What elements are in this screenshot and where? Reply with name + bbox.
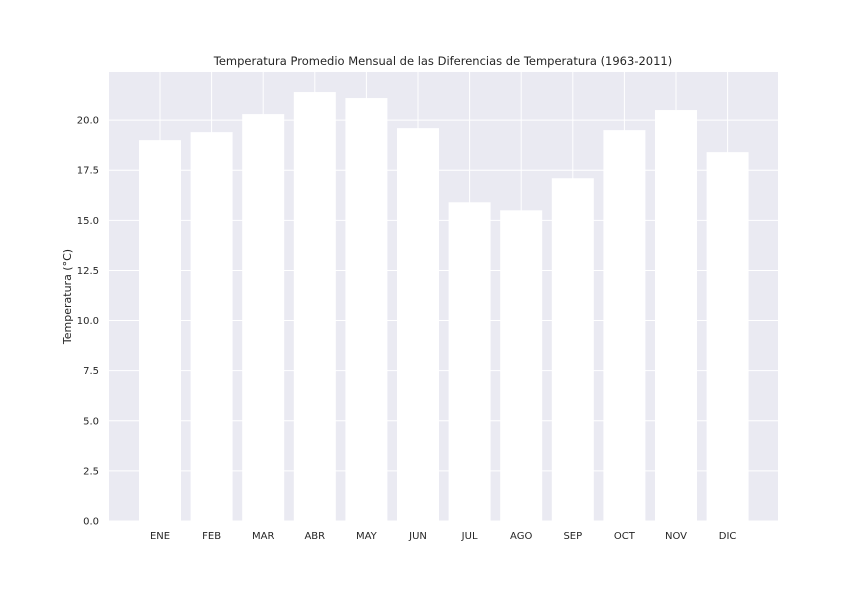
x-tick-label: DIC <box>719 531 737 542</box>
y-axis-label: Temperatura (°C) <box>61 249 74 345</box>
bar-ene <box>139 140 181 521</box>
y-tick-label: 15.0 <box>77 216 99 227</box>
bar-jul <box>448 202 491 522</box>
chart-title: Temperatura Promedio Mensual de las Dife… <box>213 54 672 68</box>
y-tick-label: 10.0 <box>77 316 99 327</box>
bars <box>139 92 749 522</box>
y-tick-label: 20.0 <box>77 116 99 127</box>
x-tick-label: JUN <box>408 531 427 542</box>
bar-sep <box>551 178 594 521</box>
x-tick-label: SEP <box>563 531 582 542</box>
bar-nov <box>655 110 697 521</box>
x-tick-label: ENE <box>150 531 170 542</box>
x-tick-label: MAR <box>252 531 274 542</box>
x-axis-ticks: ENE FEB MAR ABR MAY JUN JUL AGO SEP OCT NOV DIC <box>150 531 736 542</box>
bar-jun <box>397 128 439 521</box>
bar-dic <box>706 152 749 521</box>
bar-abr <box>293 92 336 521</box>
x-tick-label: ABR <box>304 531 325 542</box>
x-tick-label: FEB <box>202 531 221 542</box>
x-tick-label: JUL <box>461 531 478 542</box>
bar-feb <box>190 132 233 522</box>
x-tick-label: NOV <box>665 531 687 542</box>
y-tick-label: 2.5 <box>83 466 99 477</box>
bar-mar <box>242 114 285 521</box>
y-tick-label: 5.0 <box>83 416 99 427</box>
y-tick-label: 12.5 <box>77 266 99 277</box>
bar-oct <box>603 130 646 522</box>
x-tick-label: OCT <box>614 531 636 542</box>
x-tick-label: AGO <box>510 531 532 542</box>
bar-ago <box>500 210 543 521</box>
y-tick-label: 7.5 <box>83 366 99 377</box>
y-tick-label: 0.0 <box>83 517 99 528</box>
y-tick-label: 17.5 <box>77 166 99 177</box>
x-tick-label: MAY <box>356 531 378 542</box>
bar-may <box>345 98 388 521</box>
y-axis-ticks: 0.0 2.5 5.0 7.5 10.0 12.5 15.0 17.5 20.0 <box>77 116 99 528</box>
